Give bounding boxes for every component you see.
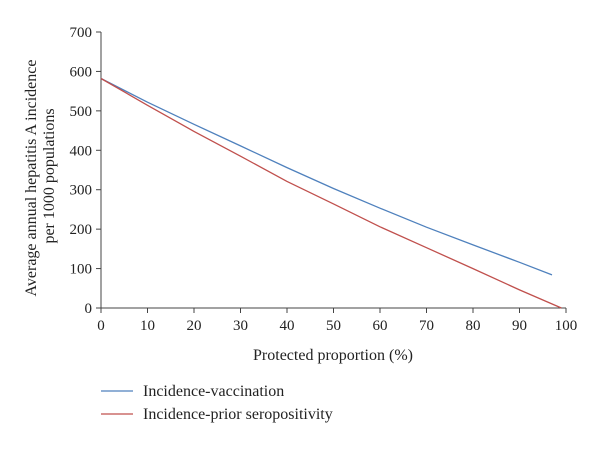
y-tick-label: 500	[70, 104, 93, 120]
y-tick-label: 400	[70, 143, 93, 159]
x-tick-label: 80	[466, 318, 481, 334]
series-line-prior-seropositivity	[100, 77, 562, 309]
x-tick-label: 60	[373, 318, 388, 334]
x-axis-ticks: 0 10 20 30 40 50 60 70 80 90 100	[97, 308, 577, 334]
x-axis-title: Protected proportion (%)	[253, 347, 413, 364]
chart-axes	[100, 32, 566, 309]
x-tick-label: 20	[187, 318, 202, 334]
x-tick-label: 40	[280, 318, 295, 334]
legend-label-seropositivity: Incidence-prior seropositivity	[143, 406, 333, 423]
y-axis-title-line-1: Average annual hepatitis A incidence	[23, 60, 40, 297]
x-tick-label: 0	[97, 318, 105, 334]
y-tick-label: 300	[70, 183, 93, 199]
x-tick-label: 100	[555, 318, 578, 334]
chart-legend: Incidence-vaccination Incidence-prior se…	[101, 383, 333, 423]
y-tick-label: 600	[70, 64, 93, 80]
x-tick-label: 30	[233, 318, 248, 334]
series-line-vaccination	[100, 77, 553, 276]
y-axis-title: Average annual hepatitis A incidence per…	[23, 56, 58, 297]
y-tick-label: 100	[70, 262, 93, 278]
y-tick-label: 200	[70, 222, 93, 238]
x-tick-label: 50	[326, 318, 341, 334]
y-axis-title-line-2: per 1000 populations	[41, 108, 58, 243]
y-axis-ticks: 0 100 200 300 400 500 600 700	[70, 25, 101, 317]
x-tick-label: 90	[512, 318, 527, 334]
x-tick-label: 70	[419, 318, 434, 334]
x-tick-label: 10	[140, 318, 155, 334]
chart-series	[100, 77, 562, 309]
y-tick-label: 700	[70, 25, 93, 41]
y-tick-label: 0	[85, 301, 93, 317]
legend-label-vaccination: Incidence-vaccination	[143, 383, 284, 400]
